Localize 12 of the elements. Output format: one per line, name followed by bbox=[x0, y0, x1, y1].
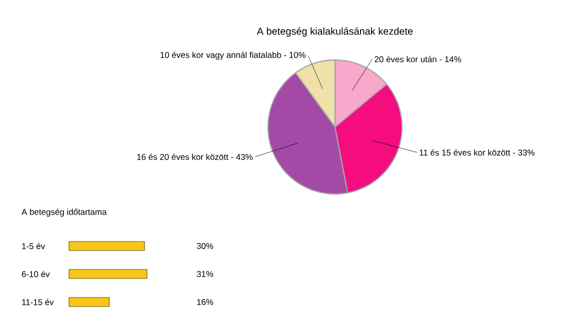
data-label: 16% bbox=[197, 299, 214, 305]
y-tick-label: 6-10 év bbox=[22, 270, 50, 278]
data-label: 31% bbox=[196, 271, 214, 277]
data-label: 30% bbox=[196, 243, 214, 249]
slice-label: 20 éves kor után - 14% bbox=[374, 56, 462, 62]
y-tick-label: 1-5 év bbox=[22, 242, 46, 250]
y-tick-label: 11-15 év bbox=[22, 298, 54, 306]
slice-label: 11 és 15 éves kor között - 33% bbox=[420, 149, 534, 156]
chart-title: A betegség időtartama bbox=[22, 208, 107, 217]
slice-label: 10 éves kor vagy annál fiatalabb - 10% bbox=[160, 52, 306, 60]
slice-label: 16 és 20 éves kor között - 43% bbox=[137, 154, 253, 160]
chart-title: A betegség kialakulásának kezdete bbox=[256, 27, 413, 37]
